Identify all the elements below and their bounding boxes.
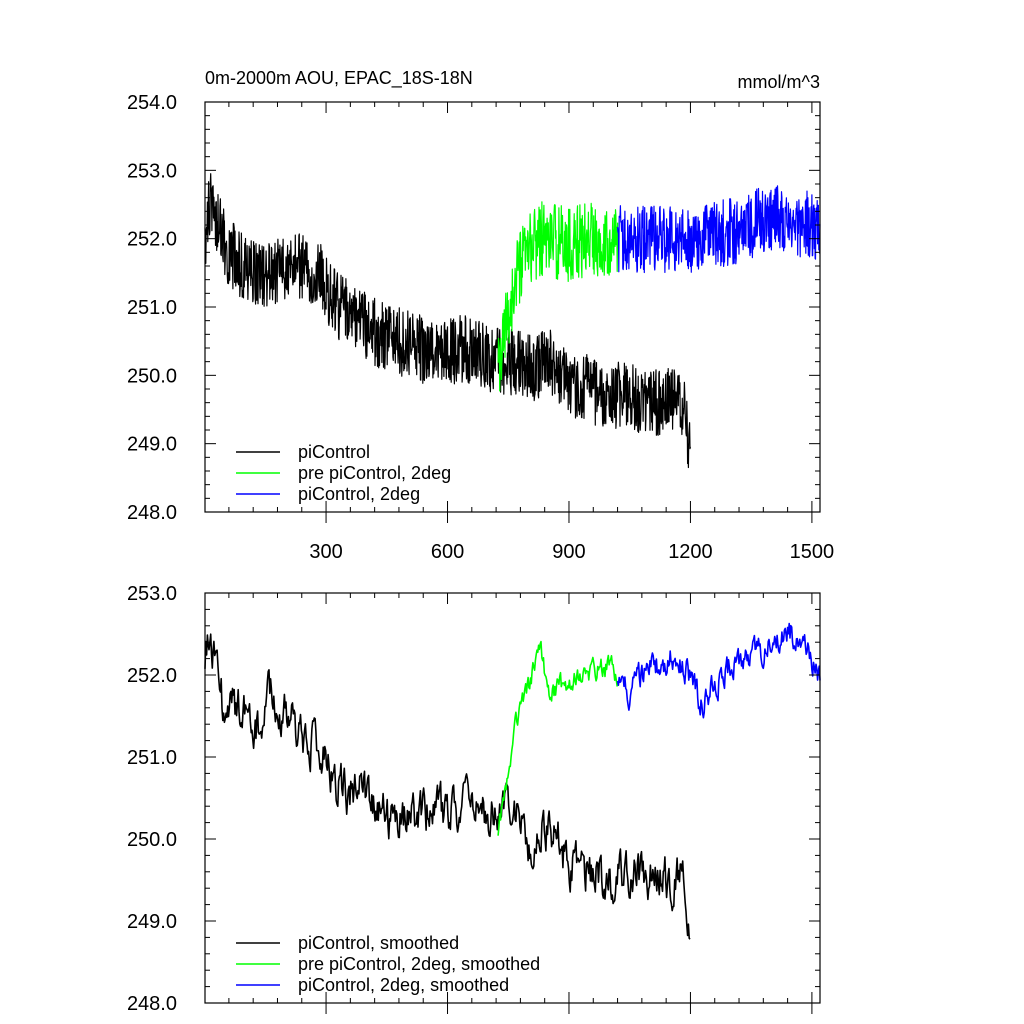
y-tick-label: 251.0 [127,747,177,769]
y-tick-label: 250.0 [127,829,177,851]
y-tick-label: 248.0 [127,993,177,1015]
y-tick-label: 253.0 [127,583,177,605]
series-line-picontrol-smoothed [204,633,691,940]
series-line-pre-picontrol-2deg-smoothed [497,640,618,836]
y-tick-label: 249.0 [127,434,177,456]
series-line-pre-picontrol-2deg [497,201,619,392]
x-tick-label: 900 [552,541,585,563]
y-tick-label: 248.0 [127,502,177,524]
y-tick-label: 253.0 [127,160,177,182]
legend-label: piControl, smoothed [298,933,459,953]
y-tick-label: 252.0 [127,229,177,251]
chart-title: 0m-2000m AOU, EPAC_18S-18N [205,68,473,89]
x-tick-label: 300 [309,541,342,563]
legend-label: pre piControl, 2deg [298,463,451,483]
series-line-picontrol-2deg-smoothed [616,622,821,719]
y-tick-label: 250.0 [127,365,177,387]
legend-label: piControl, 2deg, smoothed [298,975,509,995]
y-tick-label: 252.0 [127,665,177,687]
series-line-picontrol [204,173,691,469]
units-label: mmol/m^3 [738,72,820,92]
x-tick-label: 1500 [790,541,835,563]
smoothed-panel: 248.0 249.0 250.0 251.0 252.0 253.0 piControl,… [127,583,821,1015]
plot-frame [204,592,821,1004]
raw-panel: 248.0 249.0 250.0 251.0 252.0 253.0 254.0 300 60… [127,92,834,563]
legend-label: piControl, 2deg [298,484,420,504]
x-tick-label: 600 [431,541,464,563]
legend-label: pre piControl, 2deg, smoothed [298,954,540,974]
y-tick-label: 249.0 [127,911,177,933]
series-line-picontrol-2deg [617,185,821,274]
legend-label: piControl [298,442,370,462]
x-tick-label: 1200 [668,541,713,563]
y-tick-label: 254.0 [127,92,177,114]
y-tick-label: 251.0 [127,297,177,319]
